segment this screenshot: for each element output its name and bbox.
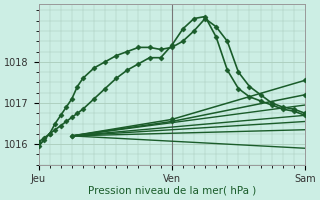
X-axis label: Pression niveau de la mer( hPa ): Pression niveau de la mer( hPa ) <box>88 186 256 196</box>
